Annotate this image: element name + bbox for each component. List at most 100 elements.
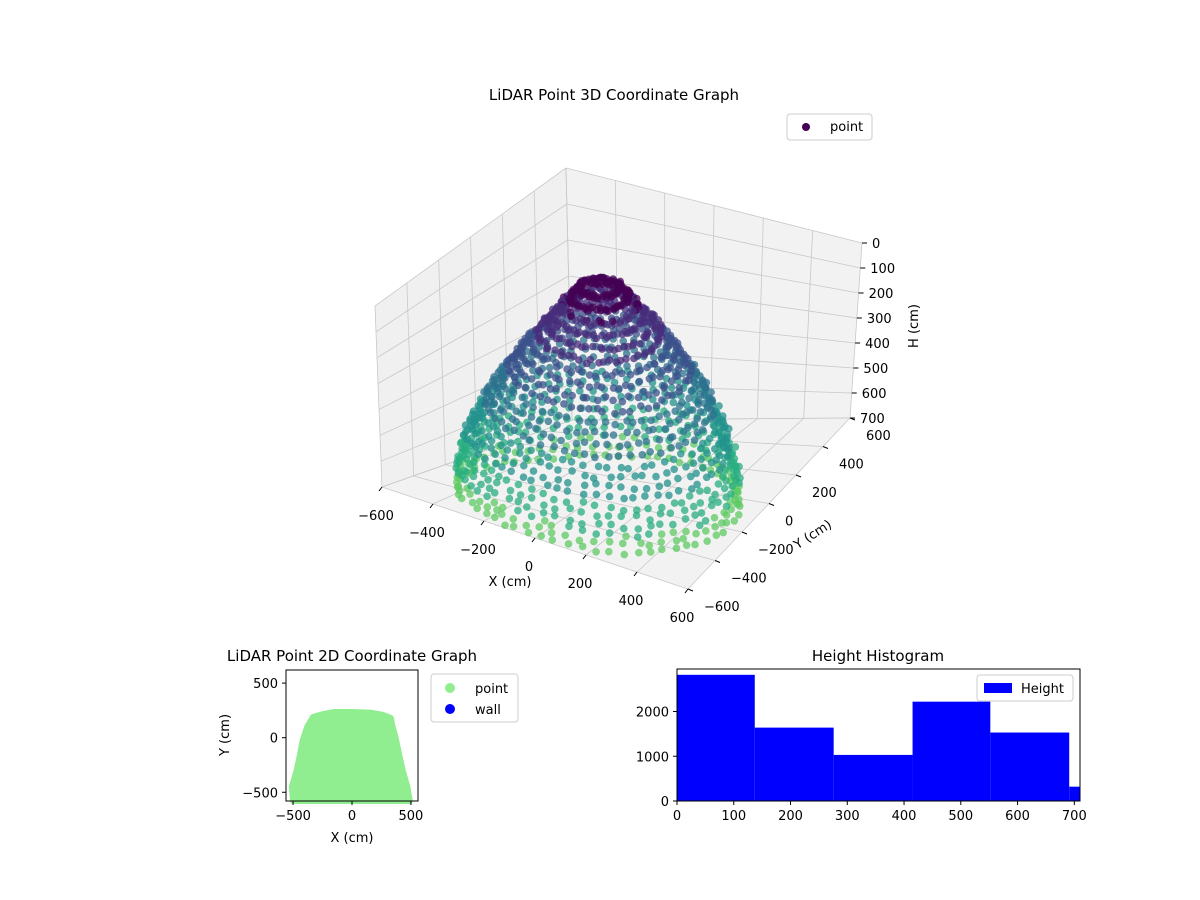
point-3d bbox=[524, 360, 532, 368]
point-3d bbox=[566, 516, 575, 525]
point-3d bbox=[637, 539, 645, 547]
point-3d bbox=[537, 449, 546, 458]
legend-histogram-box bbox=[976, 674, 1074, 702]
point-3d bbox=[667, 377, 676, 386]
point-3d bbox=[478, 427, 486, 435]
point-3d bbox=[470, 458, 478, 467]
legend-histogram: Height bbox=[976, 674, 1074, 702]
point-3d bbox=[567, 312, 575, 321]
point-3d bbox=[518, 393, 527, 402]
point-3d bbox=[625, 407, 634, 416]
point-3d bbox=[589, 294, 598, 302]
point-3d bbox=[555, 411, 563, 420]
point-3d bbox=[564, 351, 573, 360]
point-3d bbox=[651, 325, 659, 333]
point-3d bbox=[557, 351, 566, 360]
point-3d bbox=[612, 358, 621, 366]
point-3d bbox=[697, 509, 706, 517]
point-3d bbox=[696, 408, 705, 416]
point-3d bbox=[690, 420, 699, 428]
point-3d bbox=[555, 375, 563, 384]
point-3d bbox=[672, 372, 680, 381]
point-3d bbox=[609, 384, 618, 392]
z-axis-label-3d: H (cm) bbox=[907, 304, 922, 348]
point-3d bbox=[699, 464, 707, 472]
point-3d bbox=[553, 484, 561, 492]
y-tick-3d bbox=[795, 474, 802, 478]
x-tick-label-histogram: 300 bbox=[835, 809, 860, 824]
point-3d bbox=[633, 428, 641, 437]
point-3d bbox=[665, 491, 673, 500]
point-3d bbox=[619, 506, 628, 515]
point-3d bbox=[495, 472, 503, 481]
point-3d bbox=[658, 367, 667, 375]
point-3d bbox=[577, 291, 586, 300]
point-3d bbox=[681, 353, 690, 362]
point-3d bbox=[687, 361, 696, 370]
point-3d bbox=[525, 421, 533, 430]
point-3d bbox=[692, 529, 700, 538]
legend-3d-label-point: point bbox=[830, 120, 863, 135]
point-3d bbox=[546, 370, 554, 379]
point-3d bbox=[728, 482, 737, 490]
point-3d bbox=[711, 428, 719, 437]
legend-2d-label-point: point bbox=[475, 682, 508, 697]
point-3d bbox=[547, 529, 556, 537]
point-3d bbox=[629, 494, 637, 502]
point-3d bbox=[590, 418, 598, 427]
point-3d bbox=[591, 453, 599, 462]
point-3d bbox=[545, 462, 553, 470]
point-3d bbox=[642, 484, 651, 493]
x-tick-label-3d: 400 bbox=[619, 594, 644, 609]
y-tick-label-3d: 400 bbox=[839, 458, 864, 473]
point-3d bbox=[544, 481, 552, 490]
point-3d bbox=[687, 387, 696, 395]
point-3d bbox=[521, 372, 529, 381]
z-tick-label-3d: 500 bbox=[863, 362, 888, 377]
point-3d bbox=[672, 536, 681, 545]
y-tick-3d bbox=[687, 588, 694, 592]
point-3d bbox=[710, 513, 719, 522]
point-3d bbox=[663, 479, 672, 488]
point-3d bbox=[543, 344, 552, 352]
point-3d bbox=[726, 461, 735, 470]
point-3d bbox=[669, 398, 678, 407]
point-3d bbox=[573, 301, 581, 310]
point-3d bbox=[554, 476, 563, 484]
point-3d bbox=[619, 539, 627, 548]
point-3d bbox=[519, 432, 528, 440]
point-3d bbox=[547, 408, 555, 417]
point-3d bbox=[645, 375, 654, 383]
point-3d bbox=[602, 293, 611, 302]
point-3d bbox=[715, 439, 724, 448]
point-3d bbox=[634, 393, 643, 402]
point-3d bbox=[605, 345, 614, 354]
point-3d bbox=[527, 512, 536, 521]
point-3d bbox=[514, 381, 522, 390]
point-3d bbox=[611, 420, 619, 429]
point-3d bbox=[491, 450, 500, 459]
x-tick-label-3d: 600 bbox=[670, 611, 695, 626]
point-3d bbox=[636, 340, 644, 348]
point-3d bbox=[670, 499, 679, 507]
point-3d bbox=[550, 442, 558, 451]
point-3d bbox=[536, 458, 545, 466]
point-3d bbox=[578, 520, 586, 528]
point-3d bbox=[633, 506, 641, 514]
point-3d bbox=[730, 472, 738, 480]
point-3d bbox=[603, 275, 611, 283]
point-3d bbox=[617, 463, 626, 472]
point-3d bbox=[675, 458, 684, 467]
point-3d bbox=[706, 415, 715, 423]
point-3d bbox=[719, 472, 727, 481]
point-3d bbox=[514, 497, 523, 506]
point-3d bbox=[584, 331, 592, 340]
point-3d bbox=[486, 409, 495, 417]
point-3d bbox=[617, 369, 626, 378]
point-3d bbox=[547, 433, 556, 442]
point-3d bbox=[692, 469, 700, 478]
point-3d bbox=[723, 433, 731, 442]
y-tick-label-histogram: 1000 bbox=[636, 750, 669, 765]
point-3d bbox=[541, 338, 549, 347]
point-3d bbox=[561, 531, 569, 540]
